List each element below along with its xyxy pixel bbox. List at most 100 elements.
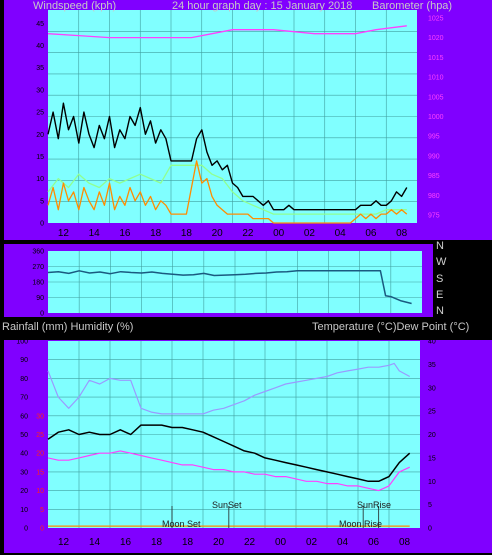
temp-y-tick: 5: [428, 502, 432, 509]
dir-label-s: S: [436, 273, 443, 285]
humidity-y-tick: 90: [20, 357, 28, 364]
series-gust: [47, 102, 408, 211]
humidity-y-tick: 80: [20, 376, 28, 383]
temp-y-tick: 35: [428, 362, 436, 369]
baro-y-tick: 1025: [428, 15, 444, 22]
series-wind_green: [47, 164, 407, 215]
sunset-label: SunSet: [212, 500, 242, 510]
dir-y-tick: 0: [40, 311, 44, 318]
humidity-y-tick: 30: [20, 469, 28, 476]
moonrise-label: Moon Rise: [339, 519, 382, 529]
x-tick-label: 04: [335, 228, 347, 239]
wind-y-tick: 0: [40, 221, 44, 228]
humidity-y-tick: 40: [20, 451, 28, 458]
x-tick-label: 20: [213, 537, 225, 548]
x-tick-label: 16: [120, 537, 132, 548]
rain-y-tick: 20: [36, 451, 44, 458]
humidity-y-tick: 100: [16, 339, 28, 346]
baro-y-tick: 1005: [428, 94, 444, 101]
dir-y-tick: 270: [32, 264, 44, 271]
wind-y-tick: 20: [36, 132, 44, 139]
temp-y-tick: 25: [428, 409, 436, 416]
x-tick-label: 08: [399, 537, 411, 548]
wind-y-tick: 45: [36, 21, 44, 28]
wind-y-tick: 25: [36, 110, 44, 117]
wind-y-tick: 10: [36, 176, 44, 183]
dir-y-tick: 360: [32, 249, 44, 256]
baro-y-tick: 1015: [428, 55, 444, 62]
rain-humidity-axis-title: Rainfall (mm) Humidity (%): [2, 321, 133, 333]
x-tick-label: 22: [242, 228, 254, 239]
x-tick-label: 18: [150, 228, 162, 239]
baro-y-tick: 985: [428, 173, 440, 180]
x-tick-label: 08: [396, 228, 408, 239]
humidity-y-tick: 0: [24, 526, 28, 533]
dir-label-n-top: N: [436, 240, 444, 252]
dir-label-n-bottom: N: [436, 305, 444, 317]
wind-y-tick: 5: [40, 198, 44, 205]
x-tick-label: 14: [89, 537, 101, 548]
humidity-y-tick: 50: [20, 432, 28, 439]
wind-y-tick: 30: [36, 87, 44, 94]
barometer-axis-title: Barometer (hpa): [372, 0, 452, 12]
x-tick-label: 06: [365, 228, 377, 239]
baro-y-tick: 980: [428, 193, 440, 200]
wind-y-tick: 40: [36, 43, 44, 50]
series-temperature: [47, 424, 411, 483]
baro-y-tick: 1000: [428, 114, 444, 121]
x-tick-label: 16: [119, 228, 131, 239]
humidity-y-tick: 70: [20, 395, 28, 402]
series-humidity: [47, 362, 410, 415]
temp-dew-axis-title: Temperature (°C)Dew Point (°C): [312, 321, 469, 333]
temp-y-tick: 40: [428, 339, 436, 346]
humidity-y-tick: 20: [20, 488, 28, 495]
x-tick-label: 20: [212, 228, 224, 239]
moonset-label: Moon Set: [162, 519, 201, 529]
x-tick-label: 04: [337, 537, 349, 548]
x-tick-label: 18: [182, 537, 194, 548]
dir-y-tick: 90: [36, 295, 44, 302]
rain-y-tick: 5: [40, 507, 44, 514]
humidity-y-tick: 10: [20, 507, 28, 514]
baro-y-tick: 990: [428, 153, 440, 160]
temp-y-tick: 15: [428, 455, 436, 462]
temp-y-tick: 10: [428, 479, 436, 486]
temp-y-tick: 30: [428, 385, 436, 392]
rain-y-tick: 10: [36, 488, 44, 495]
wind-y-tick: 35: [36, 65, 44, 72]
dir-label-e: E: [436, 289, 443, 301]
x-tick-label: 12: [58, 537, 70, 548]
baro-y-tick: 995: [428, 134, 440, 141]
rain-y-tick: 30: [36, 413, 44, 420]
graph-title: 24 hour graph day : 15 January 2018: [172, 0, 352, 12]
x-tick-label: 00: [275, 537, 287, 548]
humidity-y-tick: 60: [20, 413, 28, 420]
temp-y-tick: 20: [428, 432, 436, 439]
wind-axis-title: Windspeed (kph): [33, 0, 116, 12]
x-tick-label: 02: [306, 537, 318, 548]
dir-label-w: W: [436, 256, 447, 268]
rain-y-tick: 25: [36, 432, 44, 439]
series-barometer: [47, 25, 407, 39]
series-wind_avg: [47, 160, 408, 224]
rain-y-tick: 15: [36, 469, 44, 476]
series-wind_dir: [47, 270, 412, 305]
x-tick-label: 00: [273, 228, 285, 239]
dir-y-tick: 180: [32, 280, 44, 287]
temp-y-tick: 0: [428, 526, 432, 533]
x-tick-label: 14: [89, 228, 101, 239]
x-tick-label: 18: [181, 228, 193, 239]
baro-y-tick: 1020: [428, 35, 444, 42]
x-tick-label: 18: [151, 537, 163, 548]
rain-y-tick: 0: [40, 526, 44, 533]
baro-y-tick: 975: [428, 213, 440, 220]
series-dewpoint: [47, 450, 410, 492]
x-tick-label: 22: [244, 537, 256, 548]
x-tick-label: 12: [58, 228, 70, 239]
wind-y-tick: 15: [36, 154, 44, 161]
x-tick-label: 06: [368, 537, 380, 548]
x-tick-label: 02: [304, 228, 316, 239]
sunrise-label: SunRise: [357, 500, 391, 510]
